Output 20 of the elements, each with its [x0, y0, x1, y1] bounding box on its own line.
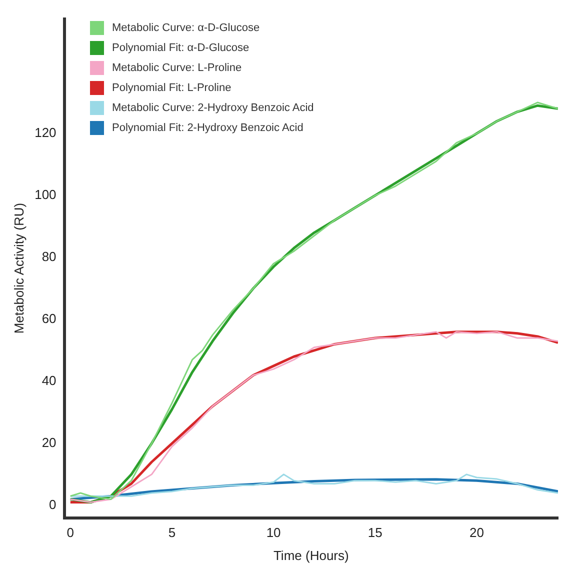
y-axis-title: Metabolic Activity (RU) — [11, 202, 26, 334]
y-tick-label: 20 — [42, 434, 56, 450]
x-tick-label: 5 — [168, 525, 176, 540]
x-tick-label: 0 — [66, 525, 74, 540]
y-tick-label: 120 — [34, 125, 56, 140]
y-tick-label: 0 — [49, 496, 56, 512]
y-tick-label: 40 — [42, 373, 56, 388]
x-tick-label: 20 — [469, 525, 484, 540]
x-tick-label: 15 — [368, 525, 382, 540]
legend-label: Polynomial Fit: α-D-Glucose — [112, 42, 250, 54]
legend-label: Metabolic Curve: 2-Hydroxy Benzoic Acid — [112, 102, 314, 114]
legend-label: Polynomial Fit: 2-Hydroxy Benzoic Acid — [112, 122, 304, 134]
legend-label: Metabolic Curve: L-Proline — [112, 62, 242, 74]
y-tick-label: 100 — [34, 187, 56, 202]
y-tick-label: 80 — [42, 249, 56, 264]
y-tick-label: 60 — [42, 311, 56, 326]
x-tick-label: 10 — [266, 525, 281, 540]
legend-label: Polynomial Fit: L-Proline — [112, 82, 232, 94]
legend-label: Metabolic Curve: α-D-Glucose — [112, 22, 260, 34]
x-axis-title: Time (Hours) — [273, 548, 349, 563]
